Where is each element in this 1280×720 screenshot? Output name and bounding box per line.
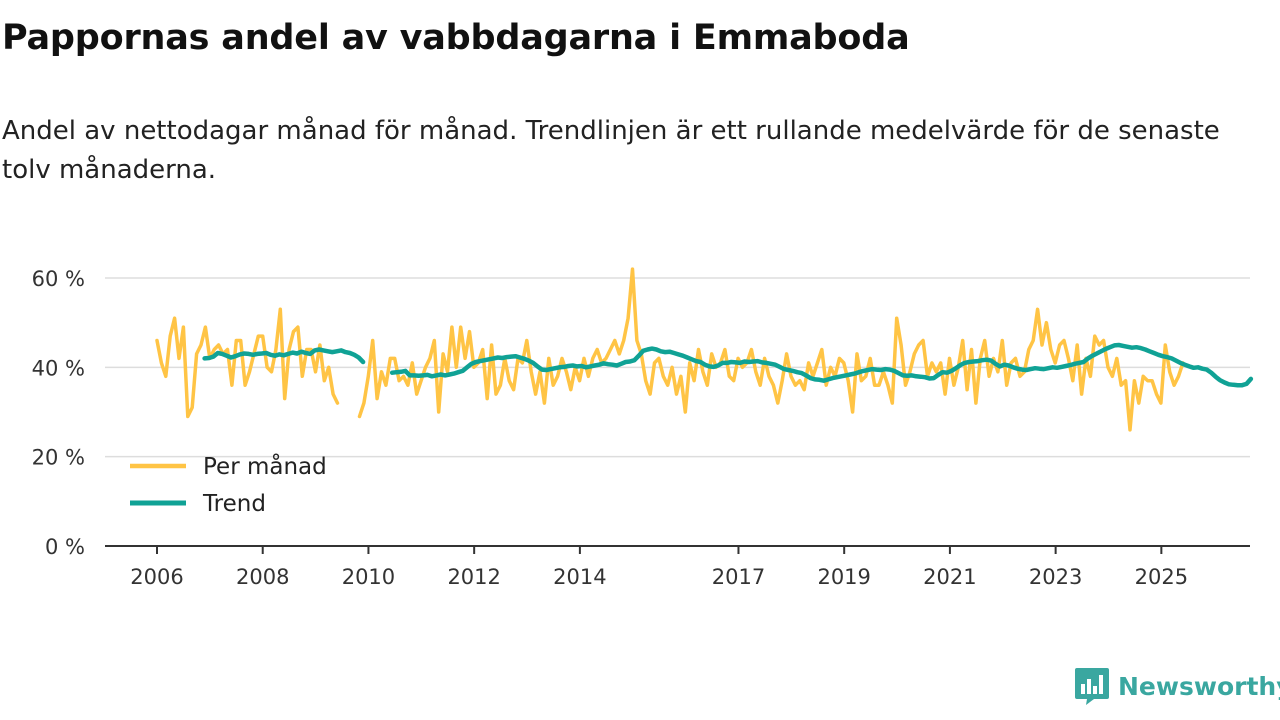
newsworthy-icon [1075,668,1109,705]
series [155,267,1254,432]
y-tick-label: 20 % [32,446,85,470]
monthly-series-line [155,307,340,419]
trend-series-line [202,347,366,365]
monthly-series-line [357,267,1185,432]
y-tick-label: 40 % [32,356,85,380]
newsworthy-logo: Newsworthy [1074,666,1280,706]
legend-label: Trend [202,491,266,517]
legend: Per månad Trend [130,452,327,517]
x-tick-label: 2025 [1135,565,1188,589]
x-tick-label: 2008 [236,565,289,589]
x-tick-label: 2023 [1029,565,1082,589]
x-tick-label: 2021 [923,565,976,589]
trend-series-line [389,342,1254,388]
x-tick-label: 2012 [447,565,500,589]
chart-subtitle: Andel av nettodagar månad för månad. Tre… [2,116,1220,185]
legend-label: Per månad [203,452,327,480]
brand-name: Newsworthy [1118,671,1280,701]
y-tick-label: 60 % [32,267,85,291]
x-tick-label: 2010 [342,565,395,589]
y-tick-label: 0 % [45,535,85,559]
x-tick-label: 2017 [712,565,765,589]
x-tick-label: 2019 [817,565,870,589]
chart-title: Pappornas andel av vabbdagarna i Emmabod… [2,18,910,58]
x-tick-label: 2006 [130,565,183,589]
axes: 0 % 20 % 40 % 60 % 2006 2008 2010 2012 2014 2017 2… [32,267,1250,589]
x-tick-label: 2014 [553,565,606,589]
